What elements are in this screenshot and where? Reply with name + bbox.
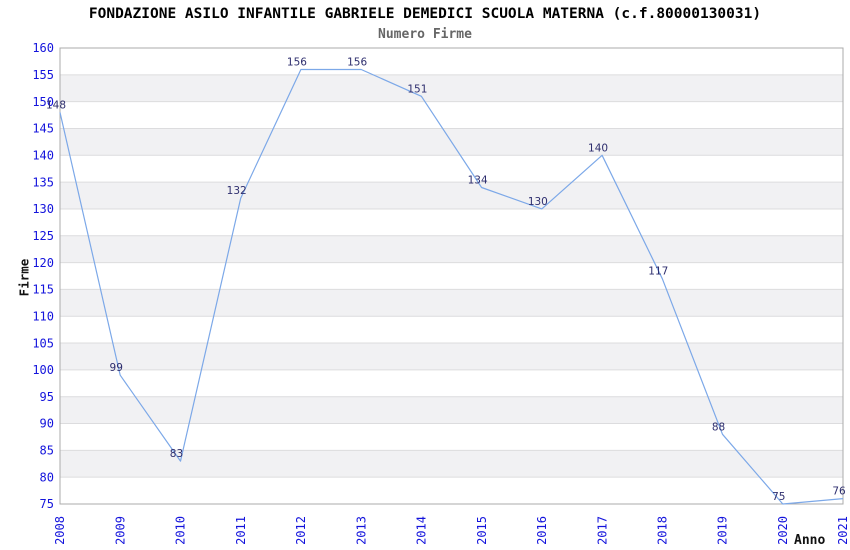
- y-tick-label: 160: [32, 41, 54, 55]
- x-axis-title: Anno: [794, 533, 826, 548]
- y-tick-label: 100: [32, 363, 54, 377]
- x-tick-label: 2018: [656, 516, 670, 545]
- y-tick-label: 120: [32, 256, 54, 270]
- y-tick-label: 140: [32, 148, 54, 162]
- grid-band: [60, 343, 843, 370]
- x-tick-label: 2016: [535, 516, 549, 545]
- x-tick-label: 2021: [836, 516, 850, 545]
- plot-border: [59, 47, 844, 505]
- data-point-label: 83: [170, 448, 183, 460]
- y-tick-label: 110: [32, 309, 54, 323]
- data-point-label: 148: [46, 99, 66, 111]
- data-point-label: 76: [832, 486, 846, 498]
- x-tick-label: 2014: [415, 516, 429, 545]
- data-point-label: 140: [588, 142, 608, 154]
- y-tick-label: 150: [32, 95, 54, 109]
- grid-band: [60, 235, 843, 263]
- y-axis-title: Firme: [16, 258, 32, 297]
- y-tick-label: 155: [32, 68, 54, 82]
- x-tick-label: 2017: [595, 516, 609, 545]
- y-tick-label: 145: [32, 122, 54, 136]
- x-tick-label: 2015: [475, 516, 489, 545]
- y-tick-label: 75: [40, 497, 54, 511]
- grid-band: [60, 450, 843, 478]
- data-point-label: 130: [528, 196, 548, 208]
- x-tick-label: 2020: [776, 516, 790, 545]
- grid-band: [60, 289, 843, 317]
- grid-band: [60, 74, 843, 102]
- data-point-label: 156: [347, 56, 367, 68]
- y-tick-label: 135: [32, 175, 54, 189]
- chart-subtitle: Numero Firme: [378, 27, 472, 42]
- series-line: [59, 68, 844, 505]
- data-point-label: 99: [110, 362, 123, 374]
- y-tick-label: 90: [40, 417, 54, 431]
- data-point-label: 151: [407, 83, 427, 95]
- data-point-label: 75: [772, 491, 785, 503]
- y-tick-label: 125: [32, 229, 54, 243]
- x-tick-label: 2019: [716, 516, 730, 545]
- x-tick-label: 2009: [113, 516, 127, 545]
- x-tick-label: 2010: [174, 516, 188, 545]
- y-tick-label: 95: [40, 390, 54, 404]
- grid-band: [60, 182, 843, 209]
- chart-title: FONDAZIONE ASILO INFANTILE GABRIELE DEME…: [88, 6, 762, 22]
- data-point-label: 117: [648, 266, 668, 278]
- y-tick-label: 105: [32, 336, 54, 350]
- data-point-label: 134: [468, 174, 488, 186]
- x-tick-label: 2013: [354, 516, 368, 545]
- y-tick-label: 130: [32, 202, 54, 216]
- x-tick-label: 2012: [294, 516, 308, 545]
- x-tick-label: 2011: [234, 516, 248, 545]
- grid-band: [60, 396, 843, 424]
- y-tick-label: 115: [32, 283, 54, 297]
- data-point-label: 156: [287, 56, 307, 68]
- y-tick-label: 85: [40, 444, 54, 458]
- x-tick-label: 2008: [53, 516, 67, 545]
- data-point-label: 132: [227, 185, 247, 197]
- data-point-label: 88: [712, 421, 725, 433]
- y-tick-label: 80: [40, 470, 54, 484]
